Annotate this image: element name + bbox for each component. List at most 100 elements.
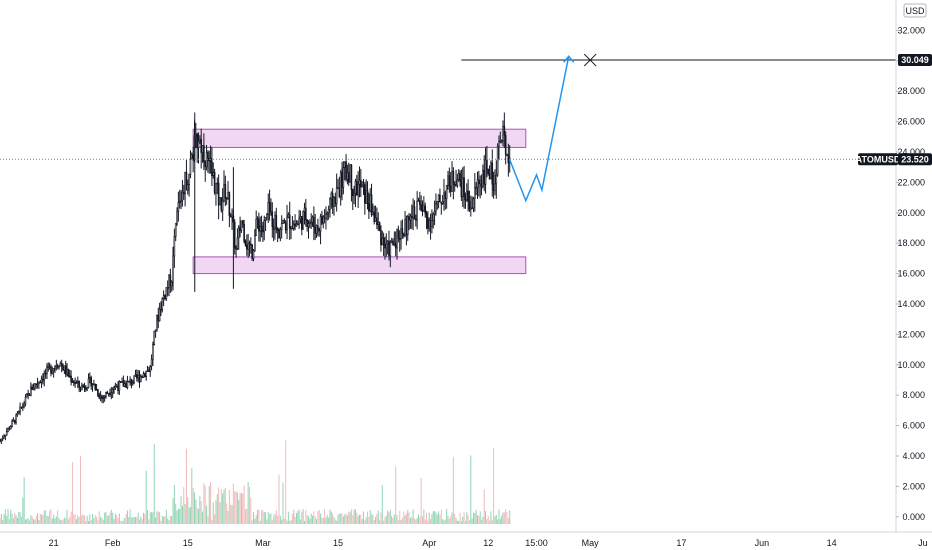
candle-body xyxy=(270,211,272,214)
volume-bar xyxy=(240,493,242,524)
volume-bar xyxy=(248,486,250,524)
volume-bar xyxy=(26,519,28,524)
time-tick-label: Feb xyxy=(105,538,121,548)
candle-body xyxy=(54,366,56,369)
candle-body xyxy=(123,383,126,387)
volume-bar xyxy=(334,519,336,524)
volume-bar xyxy=(151,511,153,524)
candle-body xyxy=(329,198,331,210)
volume-bar xyxy=(495,514,497,524)
resistance-zone[interactable] xyxy=(192,128,527,148)
candle-body xyxy=(483,170,486,185)
volume-bar xyxy=(155,517,157,524)
candle-body xyxy=(314,226,317,234)
volume-bar xyxy=(509,510,511,524)
candle-body xyxy=(26,394,28,398)
volume-bar xyxy=(358,514,360,524)
volume-bar xyxy=(395,466,397,524)
time-axis[interactable]: 21 Feb 15 Mar 15 Apr 12 15:00 May 17 Jun 14 Ju xyxy=(49,538,928,548)
volume-bar xyxy=(423,509,425,524)
candle-body xyxy=(173,236,176,257)
volume-bar xyxy=(479,511,481,524)
time-tick-label: 21 xyxy=(49,538,59,548)
candle-body xyxy=(452,171,455,185)
candle-body xyxy=(465,190,468,201)
candle-body xyxy=(64,365,67,375)
candle-body xyxy=(46,367,48,374)
candle-body xyxy=(30,386,32,396)
candle-body xyxy=(490,162,492,180)
candle-body xyxy=(188,174,190,185)
candle-body xyxy=(105,391,107,397)
candle-body xyxy=(323,216,326,220)
volume-bar xyxy=(94,515,96,524)
volume-bar xyxy=(380,512,382,524)
candle-body xyxy=(369,194,372,212)
candle-body xyxy=(98,394,101,398)
candle-body xyxy=(200,139,202,153)
volume-bar xyxy=(207,516,209,524)
volume-bar xyxy=(180,496,182,524)
volume-bar xyxy=(399,511,401,524)
candle-body xyxy=(8,428,11,430)
volume-bar xyxy=(24,519,26,524)
volume-bar xyxy=(316,519,318,524)
volume-bar xyxy=(367,511,369,524)
volume-bar xyxy=(136,517,138,524)
currency-label[interactable]: USD xyxy=(903,3,927,18)
candle-body xyxy=(248,243,251,245)
candle-body xyxy=(27,393,29,395)
candle-body xyxy=(211,161,213,177)
volume-bar xyxy=(458,520,460,524)
volume-bar xyxy=(341,513,343,524)
candle-body xyxy=(476,179,479,188)
candle-body xyxy=(341,172,343,188)
candle-body xyxy=(491,162,494,185)
candle-body xyxy=(136,374,138,379)
volume-bar xyxy=(440,509,442,524)
candle-body xyxy=(290,227,292,230)
time-tick-label: Ju xyxy=(918,538,928,548)
candle-body xyxy=(172,255,174,283)
candle-body xyxy=(4,434,7,437)
candle-body xyxy=(93,383,95,386)
volume-bar xyxy=(396,514,398,524)
candle-body xyxy=(86,387,88,390)
volume-bar xyxy=(212,502,214,524)
candle-body xyxy=(78,380,80,388)
candle-body xyxy=(220,197,223,211)
volume-bar xyxy=(157,511,159,524)
volume-bar xyxy=(133,517,135,524)
candle-body xyxy=(282,220,284,224)
candle-body xyxy=(52,367,55,372)
candle-body xyxy=(366,190,369,205)
volume-bar xyxy=(340,513,342,524)
candle-body xyxy=(224,184,227,199)
candle-body xyxy=(191,154,193,160)
candle-body xyxy=(413,206,416,220)
candle-body xyxy=(205,152,208,168)
candle-body xyxy=(109,392,111,395)
candle-body xyxy=(228,192,231,216)
candle-body xyxy=(351,189,354,196)
candle-body xyxy=(500,140,503,142)
candle-body xyxy=(361,184,363,188)
volume-bar xyxy=(204,485,206,524)
projection-path[interactable] xyxy=(509,56,570,203)
volume-bar xyxy=(3,514,5,524)
volume-bar xyxy=(90,520,92,524)
candle-body xyxy=(243,223,245,242)
candle-body xyxy=(460,180,463,197)
candle-body xyxy=(138,374,141,382)
volume-bar xyxy=(389,509,391,524)
support-zone[interactable] xyxy=(192,256,527,275)
price-tick-label: 2.000 xyxy=(902,481,925,491)
volume-bar xyxy=(215,500,217,524)
candle-body xyxy=(321,216,323,224)
candle-body xyxy=(47,365,50,368)
candle-body xyxy=(294,223,296,227)
candle-body xyxy=(110,392,113,395)
volume-bar xyxy=(109,512,111,524)
volume-bar xyxy=(401,517,403,524)
